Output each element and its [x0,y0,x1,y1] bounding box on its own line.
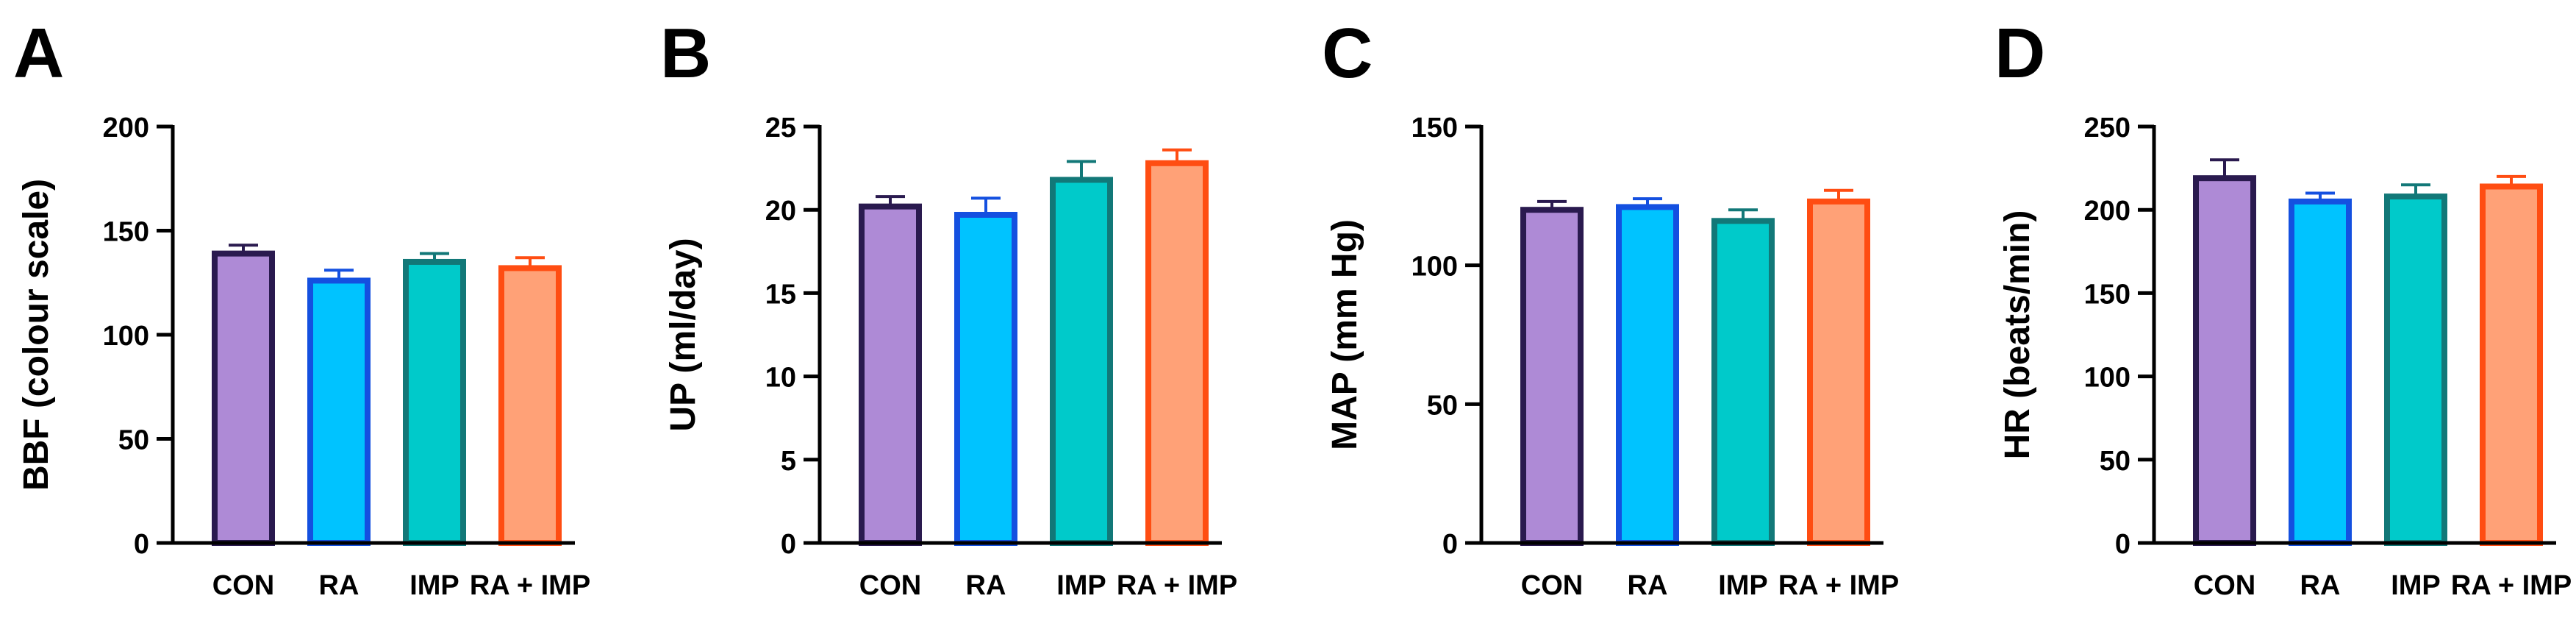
panel-letter: C [1322,14,1373,93]
x-category-label: IMP [2391,570,2441,601]
y-axis-label: MAP (mm Hg) [1325,219,1364,450]
y-tick-label: 10 [765,363,796,394]
panel-letter: D [1994,14,2045,93]
x-category-label: IMP [1718,570,1768,601]
x-category-label: IMP [409,570,459,601]
x-category-label: CON [2194,570,2255,601]
y-tick-label: 0 [134,529,149,560]
x-category-label: CON [1521,570,1583,601]
y-tick-label: 0 [1442,529,1458,560]
x-category-label: CON [212,570,274,601]
bar-ra [954,211,1017,546]
bar-imp [1050,177,1113,546]
y-tick-label: 20 [765,196,796,227]
bar-con [859,203,922,546]
bar-con [212,250,275,546]
bar-imp [403,258,466,546]
panel-letter: A [13,14,64,93]
y-tick-label: 150 [103,217,149,248]
x-category-label: RA + IMP [2451,570,2572,601]
bar-ra [2289,198,2352,546]
bar-ra [1616,204,1679,546]
x-category-label: RA + IMP [1778,570,1899,601]
y-tick-label: 150 [2084,279,2130,310]
x-category-label: RA [319,570,359,601]
y-axis-label: HR (beats/min) [1998,210,2037,460]
bar-ra-imp [1145,160,1209,547]
y-tick-label: 15 [765,279,796,310]
y-tick-label: 50 [118,425,149,456]
y-tick-label: 5 [781,446,796,477]
panel-d: D HR (beats/min) 0 50 100 150 200 250 CON RA IMP RA… [1994,14,2572,601]
bar-con [1520,207,1584,546]
y-tick-label: 150 [1412,113,1458,143]
y-tick-label: 250 [2084,113,2130,143]
x-category-label: IMP [1056,570,1106,601]
x-category-label: RA + IMP [470,570,590,601]
y-tick-label: 200 [2084,196,2130,227]
y-tick-label: 100 [103,321,149,352]
x-category-label: RA [1628,570,1668,601]
y-tick-label: 50 [2100,446,2130,477]
y-tick-label: 0 [781,529,796,560]
panel-b: B UP (ml/day) 0 5 10 15 20 25 CON RA IMP RA + IMP [660,14,1237,601]
bar-con [2193,175,2256,547]
x-category-label: RA [2300,570,2341,601]
y-tick-label: 50 [1427,390,1458,421]
bar-imp [1711,218,1775,546]
bar-ra [307,277,371,546]
panel-c: C MAP (mm Hg) 0 50 100 150 CON RA IMP RA + IMP [1322,14,1899,601]
x-category-label: RA [966,570,1006,601]
y-axis-label: UP (ml/day) [664,238,703,431]
bar-ra-imp [1807,198,1870,546]
y-tick-label: 100 [2084,363,2130,394]
y-tick-label: 200 [103,113,149,143]
x-category-label: CON [859,570,921,601]
y-tick-label: 25 [765,113,796,143]
bar-ra-imp [2480,183,2543,546]
bar-ra-imp [498,265,562,546]
y-axis-label: BBF (colour scale) [17,179,56,491]
panel-letter: B [660,14,711,93]
panel-a: A BBF (colour scale) 0 50 100 150 200 CON RA IMP R… [13,14,590,601]
y-tick-label: 0 [2115,529,2130,560]
y-tick-label: 100 [1412,252,1458,283]
bar-imp [2384,193,2447,546]
x-category-label: RA + IMP [1117,570,1237,601]
